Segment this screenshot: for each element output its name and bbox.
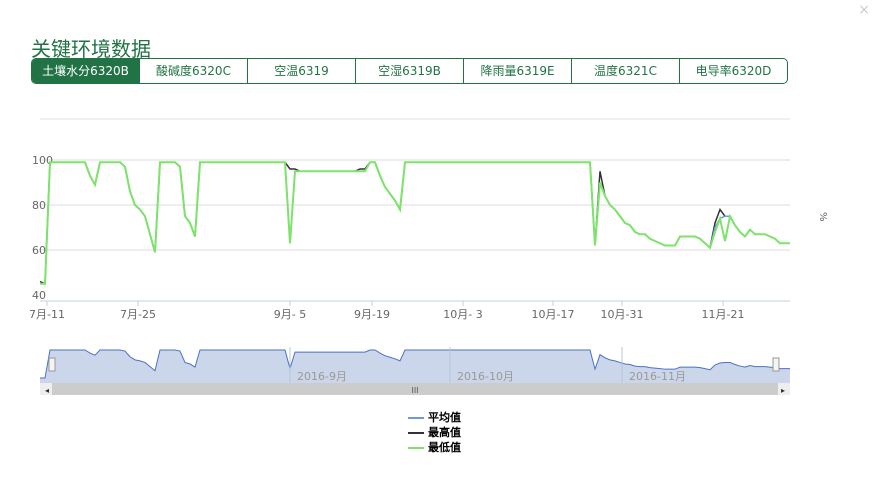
close-icon[interactable]: ×: [858, 2, 870, 18]
legend-item-max[interactable]: 最高值: [408, 425, 461, 440]
navigator-area: [40, 350, 790, 383]
navigator-label: 2016-11月: [629, 370, 686, 383]
x-tick-label: 9月- 5: [274, 308, 306, 321]
navigator-label: 2016-9月: [297, 370, 347, 383]
dialog-title: 关键环境数据: [31, 37, 151, 61]
tab-air-humidity[interactable]: 空湿6319B: [355, 59, 463, 83]
x-tick-label: 11月-21: [702, 308, 745, 321]
legend-item-average[interactable]: 平均值: [408, 410, 461, 425]
series-line-2: [40, 161, 790, 285]
navigator-handle[interactable]: [48, 357, 56, 372]
series-line-0: [40, 161, 790, 285]
tab-rainfall[interactable]: 降雨量6319E: [463, 59, 571, 83]
legend-item-min[interactable]: 最低值: [408, 440, 461, 455]
tab-bar: 土壤水分6320B 酸碱度6320C 空温6319 空湿6319B 降雨量631…: [31, 58, 788, 84]
legend: 平均值 最高值 最低值: [408, 410, 461, 455]
scroll-left-button[interactable]: [40, 383, 52, 395]
y-axis-label: %: [817, 212, 828, 222]
tab-temperature[interactable]: 温度6321C: [571, 59, 679, 83]
y-tick-label: 80: [32, 199, 46, 212]
y-tick-label: 60: [32, 244, 46, 257]
tab-soil-moisture[interactable]: 土壤水分6320B: [32, 59, 139, 83]
series-line-1: [39, 161, 790, 285]
arrow-left-icon: ◂: [45, 386, 49, 395]
scrollbar[interactable]: [40, 383, 790, 395]
arrow-right-icon: ▸: [781, 386, 785, 395]
x-tick-label: 10月- 3: [443, 308, 482, 321]
scroll-right-button[interactable]: [778, 383, 790, 395]
navigator-line: [40, 349, 790, 379]
x-tick-label: 7月-25: [120, 308, 156, 321]
x-tick-label: 9月-19: [354, 308, 390, 321]
navigator-handle[interactable]: [772, 357, 780, 372]
tab-conductivity[interactable]: 电导率6320D: [679, 59, 787, 83]
y-tick-label: 100: [32, 154, 53, 167]
x-tick-label: 10月-17: [532, 308, 575, 321]
tab-ph[interactable]: 酸碱度6320C: [139, 59, 247, 83]
x-tick-label: 10月-31: [601, 308, 644, 321]
navigator-label: 2016-10月: [457, 370, 514, 383]
y-tick-label: 40: [32, 289, 46, 302]
tab-air-temp[interactable]: 空温6319: [247, 59, 355, 83]
x-tick-label: 7月-11: [29, 308, 65, 321]
scroll-grip-icon: III: [411, 386, 418, 395]
